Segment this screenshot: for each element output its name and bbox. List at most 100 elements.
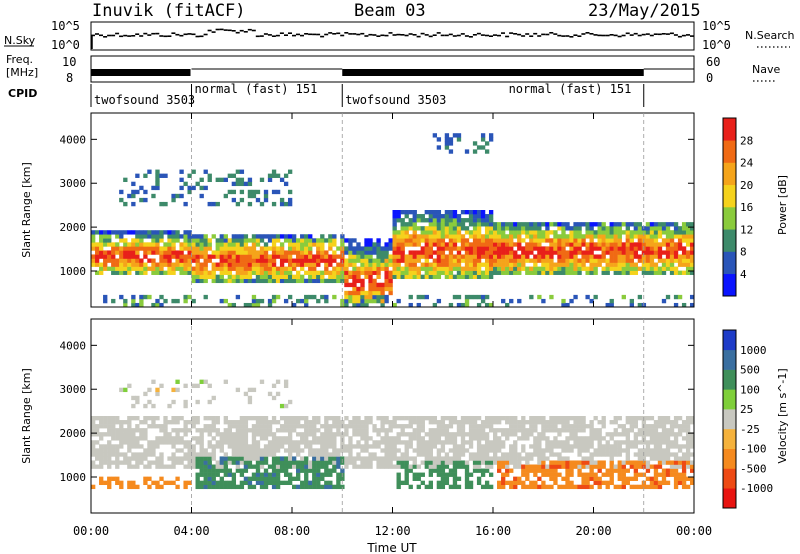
velocity-cell <box>283 464 289 469</box>
colorbar-tick-label: -25 <box>740 423 760 436</box>
velocity-cell <box>191 464 196 469</box>
power-cell <box>537 230 542 235</box>
velocity-cell <box>541 460 546 465</box>
power-cell <box>488 234 494 239</box>
velocity-cell <box>227 480 232 486</box>
power-cell <box>139 234 144 239</box>
velocity-cell <box>255 420 261 425</box>
power-cell <box>127 193 132 199</box>
velocity-cell <box>219 432 224 437</box>
power-cell <box>493 242 498 247</box>
velocity-cell <box>681 480 687 486</box>
nsky-point <box>308 33 313 36</box>
power-cell <box>271 246 277 251</box>
power-cell <box>464 254 470 259</box>
power-cell <box>657 270 663 275</box>
power-cell <box>557 266 562 271</box>
power-cell <box>203 250 208 255</box>
power-cell <box>167 254 172 259</box>
power-cell <box>235 254 241 259</box>
velocity-cell <box>316 428 321 433</box>
power-cell <box>436 266 442 271</box>
velocity-cell <box>356 440 361 445</box>
velocity-cell <box>267 480 273 486</box>
power-cell <box>497 266 502 271</box>
nsky-point <box>577 35 582 37</box>
velocity-cell <box>159 456 164 461</box>
y-tick-label: 1000 <box>60 471 87 484</box>
power-cell <box>308 250 313 255</box>
power-cell <box>163 298 168 304</box>
power-cell <box>191 246 196 251</box>
power-cell <box>685 254 691 259</box>
velocity-cell <box>344 464 349 469</box>
velocity-cell <box>143 480 148 486</box>
velocity-cell <box>521 468 526 473</box>
nsky-point <box>412 34 417 36</box>
power-cell <box>653 270 659 275</box>
velocity-cell <box>143 456 148 461</box>
velocity-cell <box>521 444 526 449</box>
power-cell <box>617 226 622 231</box>
power-cell <box>364 242 369 247</box>
power-cell <box>243 262 249 267</box>
power-cell <box>243 270 249 275</box>
power-cell <box>677 230 683 235</box>
velocity-cell <box>428 480 433 486</box>
power-cell <box>685 270 691 275</box>
velocity-cell <box>396 464 401 469</box>
power-cell <box>360 278 365 284</box>
power-cell <box>573 238 578 243</box>
velocity-cell <box>287 399 293 405</box>
velocity-cell <box>191 444 196 449</box>
velocity-cell <box>312 424 317 429</box>
velocity-cell <box>501 476 506 481</box>
velocity-cell <box>416 484 421 490</box>
power-cell <box>440 222 446 227</box>
power-cell <box>569 238 574 243</box>
velocity-cell <box>127 416 132 421</box>
power-cell <box>517 254 522 259</box>
power-cell <box>497 254 502 259</box>
power-cell <box>665 234 671 239</box>
velocity-cell <box>593 448 598 453</box>
power-cell <box>356 294 361 300</box>
velocity-cell <box>159 484 164 490</box>
power-cell <box>171 270 176 275</box>
velocity-cell <box>380 420 385 425</box>
velocity-cell <box>175 440 180 445</box>
velocity-cell <box>645 444 651 449</box>
nsky-point <box>404 34 409 37</box>
velocity-cell <box>493 428 498 433</box>
velocity-cell <box>432 456 438 461</box>
power-cell <box>589 266 594 271</box>
velocity-cell <box>187 448 192 453</box>
velocity-cell <box>243 452 249 457</box>
velocity-cell <box>344 456 349 461</box>
velocity-cell <box>195 484 200 490</box>
velocity-cell <box>155 424 160 429</box>
power-cell <box>271 169 277 174</box>
velocity-cell <box>480 424 486 429</box>
nsky-point <box>605 34 610 37</box>
velocity-cell <box>480 436 486 441</box>
nsearch-label: N.Search <box>745 29 795 42</box>
power-cell <box>665 226 671 231</box>
velocity-cell <box>488 484 494 490</box>
velocity-cell <box>589 472 594 477</box>
power-cell <box>625 242 630 247</box>
power-cell <box>509 246 514 251</box>
velocity-cell <box>296 420 301 425</box>
power-cell <box>537 294 542 300</box>
velocity-cell <box>231 452 237 457</box>
power-cell <box>517 242 522 247</box>
velocity-cell <box>127 460 132 465</box>
power-cell <box>456 234 462 239</box>
power-cell <box>159 230 164 235</box>
power-cell <box>665 258 671 263</box>
power-cell <box>263 250 269 255</box>
velocity-cell <box>259 428 265 433</box>
velocity-cell <box>199 432 204 437</box>
velocity-cell <box>271 432 277 437</box>
velocity-cell <box>296 460 301 465</box>
